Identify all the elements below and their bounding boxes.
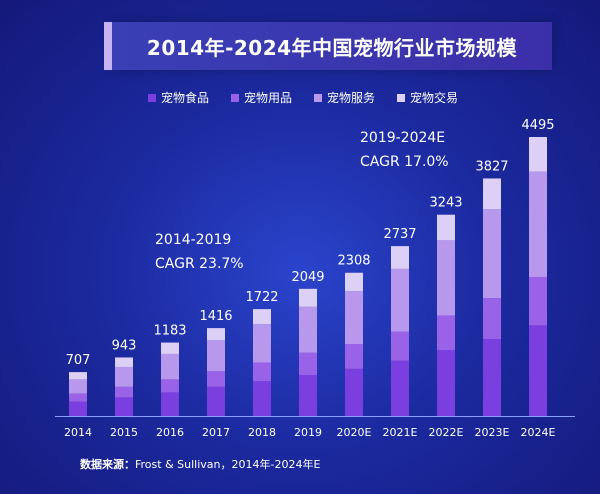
legend: 宠物食品 宠物用品 宠物服务 宠物交易 [148,89,458,106]
legend-item-services: 宠物服务 [314,89,375,106]
x-tick-label-2017: 2017 [202,426,230,439]
bar-segment-2023E-0 [483,339,501,416]
legend-swatch-supplies [231,93,240,102]
legend-item-trading: 宠物交易 [397,89,458,106]
bar-segment-2020E-1 [345,344,363,369]
bar-segment-2018-2 [253,324,271,363]
bar-segment-2019-2 [299,306,317,353]
bar-segment-2016-3 [161,342,179,354]
legend-swatch-services [314,93,323,102]
total-label-2024E: 4495 [521,118,554,133]
bar-segment-2024E-1 [529,276,547,326]
bar-segment-2017-2 [207,340,225,372]
bar-segment-2024E-0 [529,325,547,416]
bar-segment-2015-3 [115,357,133,367]
x-tick-label-2022E: 2022E [429,426,464,439]
x-tick-label-2019: 2019 [294,426,322,439]
total-label-2017: 1416 [199,309,232,324]
legend-item-food: 宠物食品 [148,89,209,106]
cagr-annotation-2019-2024: 2019-2024E CAGR 17.0% [360,126,449,174]
bar-segment-2021E-0 [391,360,409,416]
total-label-2022E: 3243 [429,196,462,211]
total-label-2015: 943 [112,338,137,353]
bar-segment-2018-0 [253,381,271,416]
bar-segment-2018-3 [253,309,271,325]
total-label-2019: 2049 [291,270,324,285]
bar-segment-2023E-1 [483,298,501,340]
cagr-value-label: CAGR 17.0% [360,154,449,170]
legend-label-services: 宠物服务 [327,91,376,105]
total-label-2014: 707 [66,353,91,368]
bar-segment-2014-1 [69,393,87,402]
bar-segment-2016-2 [161,353,179,380]
bar-segment-2018-1 [253,362,271,382]
legend-label-food: 宠物食品 [161,91,210,105]
bar-segment-2022E-0 [437,350,455,416]
x-tick-label-2024E: 2024E [521,426,556,439]
bar-segment-2020E-3 [345,272,363,292]
x-tick-label-2014: 2014 [64,426,92,439]
cagr-period-label: 2014-2019 [155,232,232,248]
bar-segment-2017-1 [207,371,225,387]
x-tick-label-2018: 2018 [248,426,276,439]
bar-segment-2014-0 [69,401,87,416]
bar-segment-2021E-3 [391,246,409,269]
bar-segment-2016-1 [161,379,179,393]
bar-segment-2015-1 [115,386,133,398]
legend-label-trading: 宠物交易 [410,91,459,105]
bar-segment-2022E-1 [437,315,455,351]
bar-segment-2020E-0 [345,368,363,416]
bar-segment-2014-3 [69,372,87,380]
bar-segment-2024E-3 [529,137,547,172]
legend-item-supplies: 宠物用品 [231,89,292,106]
cagr-period-label: 2019-2024E [360,130,446,146]
legend-swatch-food [148,93,156,102]
bar-segment-2016-0 [161,392,179,416]
bar-segment-2015-2 [115,366,133,387]
bar-segment-2023E-3 [483,178,501,210]
bar-segment-2023E-2 [483,209,501,299]
legend-label-supplies: 宠物用品 [244,91,293,105]
bar-segment-2022E-2 [437,240,455,316]
chart-title: 2014年-2024年中国宠物行业市场规模 [146,35,518,60]
bar-segment-2022E-3 [437,214,455,241]
x-tick-label-2021E: 2021E [383,426,418,439]
bar-segment-2021E-2 [391,268,409,332]
cagr-value-label: CAGR 23.7% [155,256,244,272]
x-tick-label-2016: 2016 [156,426,184,439]
source-note: 数据来源：Frost & Sullivan，2014年-2024年E [80,456,320,472]
chart-title-bar: 2014年-2024年中国宠物行业市场规模 [104,22,552,70]
bar-segment-2015-0 [115,397,133,416]
bar-segment-2020E-2 [345,291,363,344]
x-tick-label-2020E: 2020E [337,426,372,439]
total-label-2023E: 3827 [475,159,508,174]
total-label-2021E: 2737 [383,227,416,242]
cagr-annotation-2014-2019: 2014-2019 CAGR 23.7% [155,228,244,276]
total-label-2016: 1183 [153,324,186,339]
bar-segment-2021E-1 [391,331,409,361]
bar-segment-2019-0 [299,375,317,416]
bar-segment-2017-3 [207,328,225,341]
total-label-2018: 1722 [245,290,278,305]
source-label: 数据来源： [80,458,135,471]
bar-segment-2014-2 [69,379,87,394]
x-tick-label-2015: 2015 [110,426,138,439]
bar-segment-2019-3 [299,288,317,307]
bar-segment-2017-0 [207,386,225,416]
total-label-2020E: 2308 [337,254,370,269]
bar-segment-2024E-2 [529,171,547,277]
legend-swatch-trading [397,93,406,102]
bar-segment-2019-1 [299,352,317,376]
source-text: Frost & Sullivan，2014年-2024年E [135,458,321,471]
x-tick-label-2023E: 2023E [475,426,510,439]
